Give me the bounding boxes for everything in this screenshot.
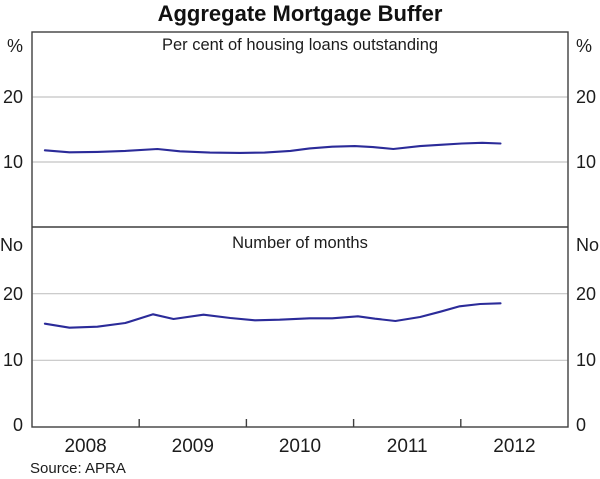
y-tick-label-right: 0 — [576, 414, 587, 435]
y-tick-label-right: 20 — [576, 283, 597, 304]
x-tick-label: 2009 — [171, 436, 214, 457]
y-tick-label-left: 10 — [2, 350, 23, 371]
unit-label-number-left: No — [0, 235, 24, 255]
y-tick-label-left: 20 — [2, 283, 23, 304]
panel-frame — [31, 31, 569, 428]
panel-caption-bottom: Number of months — [232, 234, 368, 252]
unit-label-number-right: No — [576, 235, 600, 255]
chart-title: Aggregate Mortgage Buffer — [157, 1, 443, 26]
panel-caption-top: Per cent of housing loans outstanding — [161, 36, 439, 54]
y-tick-label-right: 20 — [576, 87, 597, 107]
unit-label-percent-left: % — [6, 36, 23, 56]
y-tick-label-right: 10 — [576, 152, 597, 172]
y-tick-label-right: 10 — [576, 350, 597, 371]
top-series-line — [43, 141, 502, 154]
x-tick-label: 2012 — [493, 436, 536, 457]
x-tick-label: 2011 — [386, 436, 428, 457]
y-tick-label-left: 20 — [2, 87, 23, 107]
y-tick-label-left: 0 — [12, 414, 23, 435]
x-tick-label: 2008 — [64, 436, 107, 457]
source-note: Source: APRA — [30, 460, 126, 477]
unit-label-percent-right: % — [576, 36, 593, 56]
bottom-series-line — [43, 302, 502, 329]
x-tick-label: 2010 — [278, 436, 322, 457]
y-tick-label-left: 10 — [2, 152, 23, 172]
